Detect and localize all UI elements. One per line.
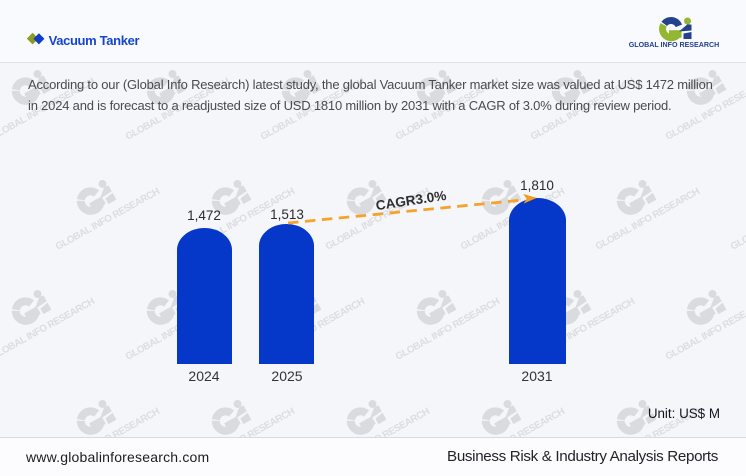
svg-text:GLOBAL INFO RESEARCH: GLOBAL INFO RESEARCH	[629, 41, 720, 49]
